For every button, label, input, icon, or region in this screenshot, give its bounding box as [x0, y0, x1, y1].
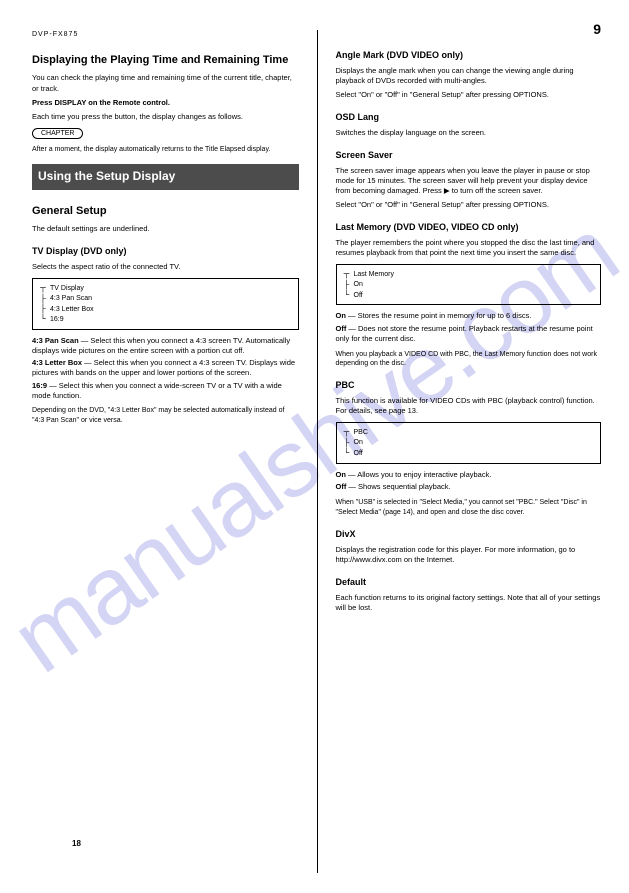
last-memory-options: On — Stores the resume point in memory f… [336, 311, 602, 343]
para: The player remembers the point where you… [336, 238, 602, 258]
tv-display-options: 4:3 Pan Scan — Select this when you conn… [32, 336, 299, 401]
heading-last-memory: Last Memory (DVD VIDEO, VIDEO CD only) [336, 222, 602, 234]
para: Each function returns to its original fa… [336, 593, 602, 613]
chapter-pill: CHAPTER [32, 128, 83, 139]
heading-pbc: PBC [336, 380, 602, 392]
para: Select "On" or "Off" in "General Setup" … [336, 200, 602, 210]
pbc-options: On — Allows you to enjoy interactive pla… [336, 470, 602, 493]
menu-box-tv-display: ┬TV Display ├4:3 Pan Scan ├4:3 Letter Bo… [32, 278, 299, 330]
para: This function is available for VIDEO CDs… [336, 396, 602, 416]
para: Depending on the DVD, "4:3 Letter Box" m… [32, 406, 299, 425]
menu-box-last-memory: ┬Last Memory ├On └Off [336, 264, 602, 305]
page-content: DVP-FX875 Displaying the Playing Time an… [0, 0, 629, 893]
para: Select "On" or "Off" in "General Setup" … [336, 90, 602, 100]
heading-tv-display: TV Display (DVD only) [32, 246, 299, 258]
heading-screen-saver: Screen Saver [336, 150, 602, 162]
para: Displays the registration code for this … [336, 545, 602, 565]
note: When you playback a VIDEO CD with PBC, t… [336, 350, 602, 369]
heading-divx: DivX [336, 529, 602, 541]
para: Selects the aspect ratio of the connecte… [32, 262, 299, 272]
para: Switches the display language on the scr… [336, 128, 602, 138]
model-header: DVP-FX875 [32, 30, 299, 39]
para: You can check the playing time and remai… [32, 73, 299, 93]
para: Press DISPLAY on the Remote control. [32, 98, 299, 108]
left-column: DVP-FX875 Displaying the Playing Time an… [32, 30, 317, 873]
heading-display-time: Displaying the Playing Time and Remainin… [32, 53, 299, 67]
right-column: 9 Angle Mark (DVD VIDEO only) Displays t… [317, 30, 602, 873]
menu-box-pbc: ┬PBC ├On └Off [336, 422, 602, 463]
heading-osd-lang: OSD Lang [336, 112, 602, 124]
para: Displays the angle mark when you can cha… [336, 66, 602, 86]
heading-general-setup: General Setup [32, 204, 299, 218]
para: Each time you press the button, the disp… [32, 112, 299, 122]
section-bar-setup: Using the Setup Display [32, 164, 299, 190]
note: When "USB" is selected in "Select Media,… [336, 498, 602, 517]
page-number-left: 18 [72, 839, 81, 849]
heading-default: Default [336, 577, 602, 589]
para: The screen saver image appears when you … [336, 166, 602, 196]
para: After a moment, the display automaticall… [32, 145, 299, 154]
para: The default settings are underlined. [32, 224, 299, 234]
heading-angle-mark: Angle Mark (DVD VIDEO only) [336, 50, 602, 62]
sheet-number: 9 [336, 20, 602, 38]
